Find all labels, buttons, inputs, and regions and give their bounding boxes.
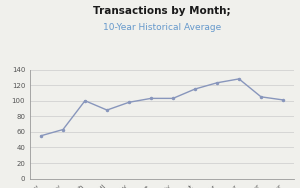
Text: Transactions by Month;: Transactions by Month;: [93, 6, 231, 16]
Text: 10-Year Historical Average: 10-Year Historical Average: [103, 23, 221, 32]
